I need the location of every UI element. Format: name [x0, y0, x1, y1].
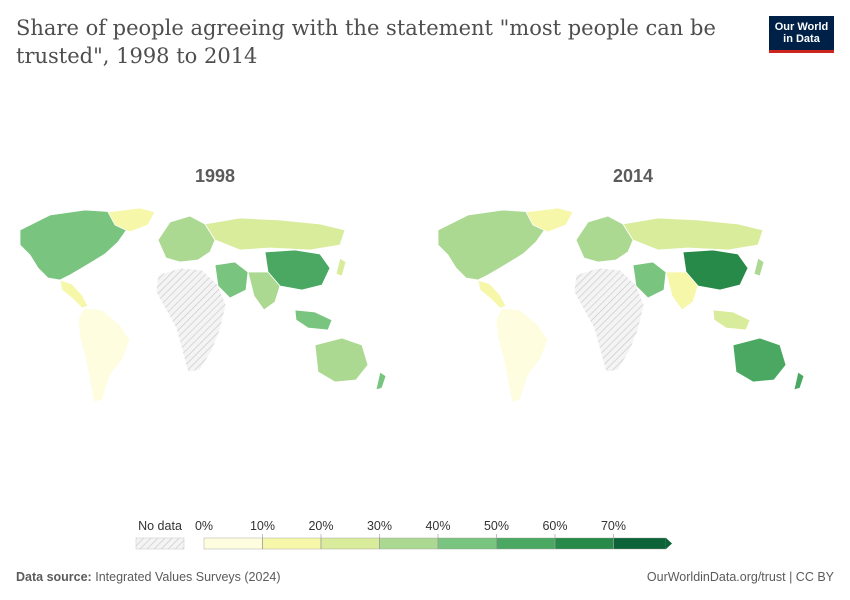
region-ca[interactable] — [59, 279, 89, 309]
region-af[interactable] — [573, 267, 645, 373]
source-url[interactable]: OurWorldinData.org/trust | CC BY — [646, 570, 834, 584]
map-1998[interactable]: 1998 — [19, 166, 387, 403]
map-2014[interactable]: 2014 — [437, 166, 805, 403]
region-in[interactable] — [665, 271, 699, 311]
region-gl[interactable] — [525, 207, 574, 233]
legend-bin-label: 10% — [250, 519, 275, 533]
legend-bin-label: 70% — [601, 519, 626, 533]
region-nz[interactable] — [375, 371, 387, 391]
region-me[interactable] — [214, 261, 249, 299]
region-gl[interactable] — [107, 207, 156, 233]
region-eu[interactable] — [575, 215, 634, 263]
legend-bin-label: 30% — [367, 519, 392, 533]
region-jp[interactable] — [335, 257, 347, 277]
region-af[interactable] — [155, 267, 227, 373]
data-source-label: Data source: — [16, 570, 92, 584]
region-sea[interactable] — [712, 309, 751, 331]
legend-bin-label: 20% — [308, 519, 333, 533]
legend-bin-label: 50% — [484, 519, 509, 533]
region-ca[interactable] — [477, 279, 507, 309]
legend-bin-label: 60% — [542, 519, 567, 533]
region-sa[interactable] — [495, 307, 549, 403]
world-maps: 1998 2014 — [19, 166, 805, 403]
region-sea[interactable] — [294, 309, 333, 331]
data-source: Data source: Integrated Values Surveys (… — [16, 570, 281, 584]
logo-line-1: Our World — [774, 21, 829, 33]
region-au[interactable] — [314, 337, 369, 383]
legend-arrow — [666, 538, 672, 549]
map-year-label: 1998 — [195, 166, 235, 186]
legend-swatch — [554, 537, 614, 550]
logo-line-2: in Data — [783, 33, 820, 45]
chart-title: Share of people agreeing with the statem… — [16, 16, 716, 68]
legend-swatch — [613, 537, 667, 550]
region-in[interactable] — [247, 271, 281, 311]
legend-no-data-swatch — [135, 537, 185, 550]
owid-logo[interactable]: Our World in Data — [769, 16, 834, 53]
legend-no-data-label: No data — [138, 519, 182, 533]
data-source-text: Integrated Values Surveys (2024) — [95, 570, 281, 584]
region-nz[interactable] — [793, 371, 805, 391]
legend-swatch — [203, 537, 263, 550]
region-au[interactable] — [732, 337, 787, 383]
region-na[interactable] — [19, 209, 131, 281]
legend-bin-label: 40% — [425, 519, 450, 533]
region-me[interactable] — [632, 261, 667, 299]
map-year-label: 2014 — [613, 166, 653, 186]
legend-swatch — [437, 537, 497, 550]
region-eu[interactable] — [157, 215, 216, 263]
legend-swatch — [262, 537, 322, 550]
color-legend: No data 0% 10% 20% 30% 40% 50% 60% 70% — [135, 519, 672, 550]
region-ru[interactable] — [204, 217, 346, 251]
legend-bin-label: 0% — [195, 519, 213, 533]
region-ru[interactable] — [622, 217, 764, 251]
region-sa[interactable] — [77, 307, 131, 403]
legend-swatch — [379, 537, 439, 550]
region-jp[interactable] — [753, 257, 765, 277]
legend-swatch — [320, 537, 380, 550]
region-na[interactable] — [437, 209, 549, 281]
legend-swatch — [496, 537, 556, 550]
